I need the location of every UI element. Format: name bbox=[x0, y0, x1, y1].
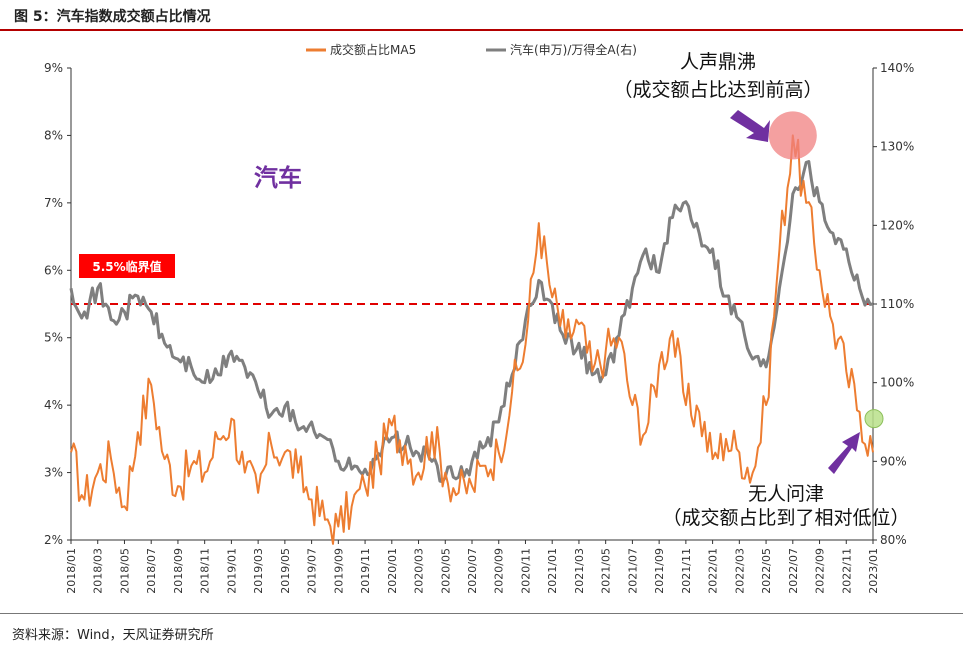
x-tick-label: 2021/11 bbox=[680, 548, 693, 594]
x-tick-label: 2022/01 bbox=[707, 548, 720, 594]
peak-highlight bbox=[768, 111, 817, 160]
x-tick-label: 2020/03 bbox=[413, 548, 426, 594]
x-tick-label: 2022/05 bbox=[760, 548, 773, 594]
x-tick-label: 2018/03 bbox=[92, 548, 105, 594]
x-tick-label: 2022/09 bbox=[814, 548, 827, 594]
right-tick-label: 80% bbox=[880, 533, 907, 547]
trough-annotation-line1: 无人问津 bbox=[748, 483, 824, 505]
peak-annotation-line2: （成交额占比达到前高） bbox=[613, 79, 822, 101]
x-tick-label: 2019/11 bbox=[359, 548, 372, 594]
share-chart: 2% 3% 4% 5% 6% 7% 8% 9% 80% 90% 100% 110% 120% 130% 14… bbox=[44, 42, 914, 594]
footer-divider bbox=[0, 613, 963, 614]
left-tick-label: 3% bbox=[44, 466, 63, 480]
x-tick-label: 2020/09 bbox=[493, 548, 506, 594]
peak-arrow-icon bbox=[730, 110, 770, 142]
x-tick-label: 2022/11 bbox=[840, 548, 853, 594]
x-tick-label: 2020/01 bbox=[386, 548, 399, 594]
sector-label: 汽车 bbox=[254, 164, 302, 192]
figure-title: 图 5：汽车指数成交额占比情况 bbox=[14, 9, 211, 25]
right-tick-label: 140% bbox=[880, 61, 914, 75]
x-tick-label: 2018/07 bbox=[145, 548, 158, 594]
x-tick-label: 2020/07 bbox=[466, 548, 479, 594]
x-tick-label: 2019/05 bbox=[279, 548, 292, 594]
left-tick-label: 4% bbox=[44, 398, 63, 412]
x-tick-label: 2021/03 bbox=[573, 548, 586, 594]
left-tick-label: 8% bbox=[44, 128, 63, 142]
trough-highlight bbox=[864, 409, 884, 429]
threshold-label: 5.5%临界值 bbox=[92, 259, 161, 274]
x-tick-label: 2019/03 bbox=[252, 548, 265, 594]
x-tick-label: 2020/05 bbox=[439, 548, 452, 594]
x-tick-label: 2022/03 bbox=[733, 548, 746, 594]
left-tick-label: 5% bbox=[44, 331, 63, 345]
x-tick-label: 2018/11 bbox=[199, 548, 212, 594]
legend-label-ratio: 汽车(申万)/万得全A(右) bbox=[510, 42, 637, 57]
trough-annotation-line2: （成交额占比到了相对低位） bbox=[662, 507, 909, 529]
right-tick-label: 120% bbox=[880, 218, 914, 232]
peak-annotation-line1: 人声鼎沸 bbox=[680, 51, 756, 73]
x-tick-label: 2019/01 bbox=[225, 548, 238, 594]
right-tick-label: 130% bbox=[880, 140, 914, 154]
x-tick-label: 2023/01 bbox=[867, 548, 880, 594]
threshold-label-box bbox=[79, 254, 175, 278]
title-divider bbox=[0, 29, 963, 31]
left-tick-label: 9% bbox=[44, 61, 63, 75]
x-tick-label: 2021/05 bbox=[600, 548, 613, 594]
x-tick-label: 2022/07 bbox=[787, 548, 800, 594]
left-tick-label: 6% bbox=[44, 263, 63, 277]
x-tick-label: 2018/09 bbox=[172, 548, 185, 594]
trough-arrow-icon bbox=[828, 432, 860, 474]
x-tick-label: 2018/05 bbox=[118, 548, 131, 594]
right-tick-label: 100% bbox=[880, 376, 914, 390]
x-tick-label: 2019/07 bbox=[306, 548, 319, 594]
x-tick-label: 2021/01 bbox=[546, 548, 559, 594]
ratio-line bbox=[69, 160, 874, 484]
share-line bbox=[70, 134, 874, 545]
x-tick-label: 2021/09 bbox=[653, 548, 666, 594]
left-tick-label: 7% bbox=[44, 196, 63, 210]
left-tick-label: 2% bbox=[44, 533, 63, 547]
x-tick-label: 2018/01 bbox=[65, 548, 78, 594]
x-tick-label: 2019/09 bbox=[332, 548, 345, 594]
legend-label-share: 成交额占比MA5 bbox=[330, 42, 416, 57]
right-tick-label: 110% bbox=[880, 297, 914, 311]
x-tick-label: 2020/11 bbox=[519, 548, 532, 594]
source-note: 资料来源：Wind，天风证券研究所 bbox=[12, 628, 214, 643]
right-tick-label: 90% bbox=[880, 454, 907, 468]
x-tick-label: 2021/07 bbox=[626, 548, 639, 594]
